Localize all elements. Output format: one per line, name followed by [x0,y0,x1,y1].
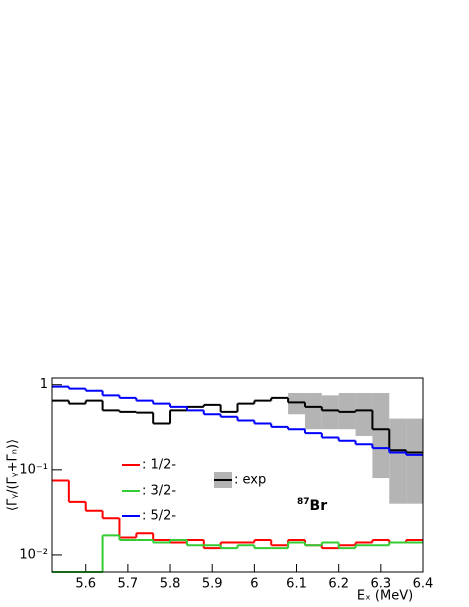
x-tick-label: 5.9 [202,577,223,592]
error-band [389,418,407,504]
y-tick-label: 10⁻¹ [19,462,48,477]
annotation-superscript: 87 [297,497,310,507]
y-tick-label: 10⁻² [19,547,48,562]
x-tick-label: 6.4 [413,577,434,592]
annotation: 87Br [297,497,327,515]
x-tick-label: 5.6 [75,577,96,592]
x-tick-label: 6.2 [328,577,349,592]
x-tick-label: 6 [250,577,258,592]
x-axis-label: Eₓ (MeV) [357,589,413,604]
legend-label: : 1/2- [142,458,176,473]
x-tick-label: 6.3 [370,577,391,592]
error-band [288,392,305,415]
plot-frame [51,377,424,573]
x-tick-label: 5.8 [160,577,181,592]
legend-label: : 3/2- [142,484,176,499]
error-band [304,392,322,430]
y-tick-label: 1 [40,377,48,392]
error-band [321,395,339,430]
x-tick-label: 5.7 [118,577,139,592]
error-band [355,392,373,436]
annotation-text: Br [310,498,328,514]
x-tick-label: 6.1 [286,577,307,592]
y-axis-label: ⟨Γᵧ/(Γᵧ+Γₙ)⟩ [6,439,21,511]
error-band [372,392,390,479]
legend-label: : exp [234,473,266,488]
error-band [406,418,423,504]
legend-label: : 5/2- [142,509,176,524]
